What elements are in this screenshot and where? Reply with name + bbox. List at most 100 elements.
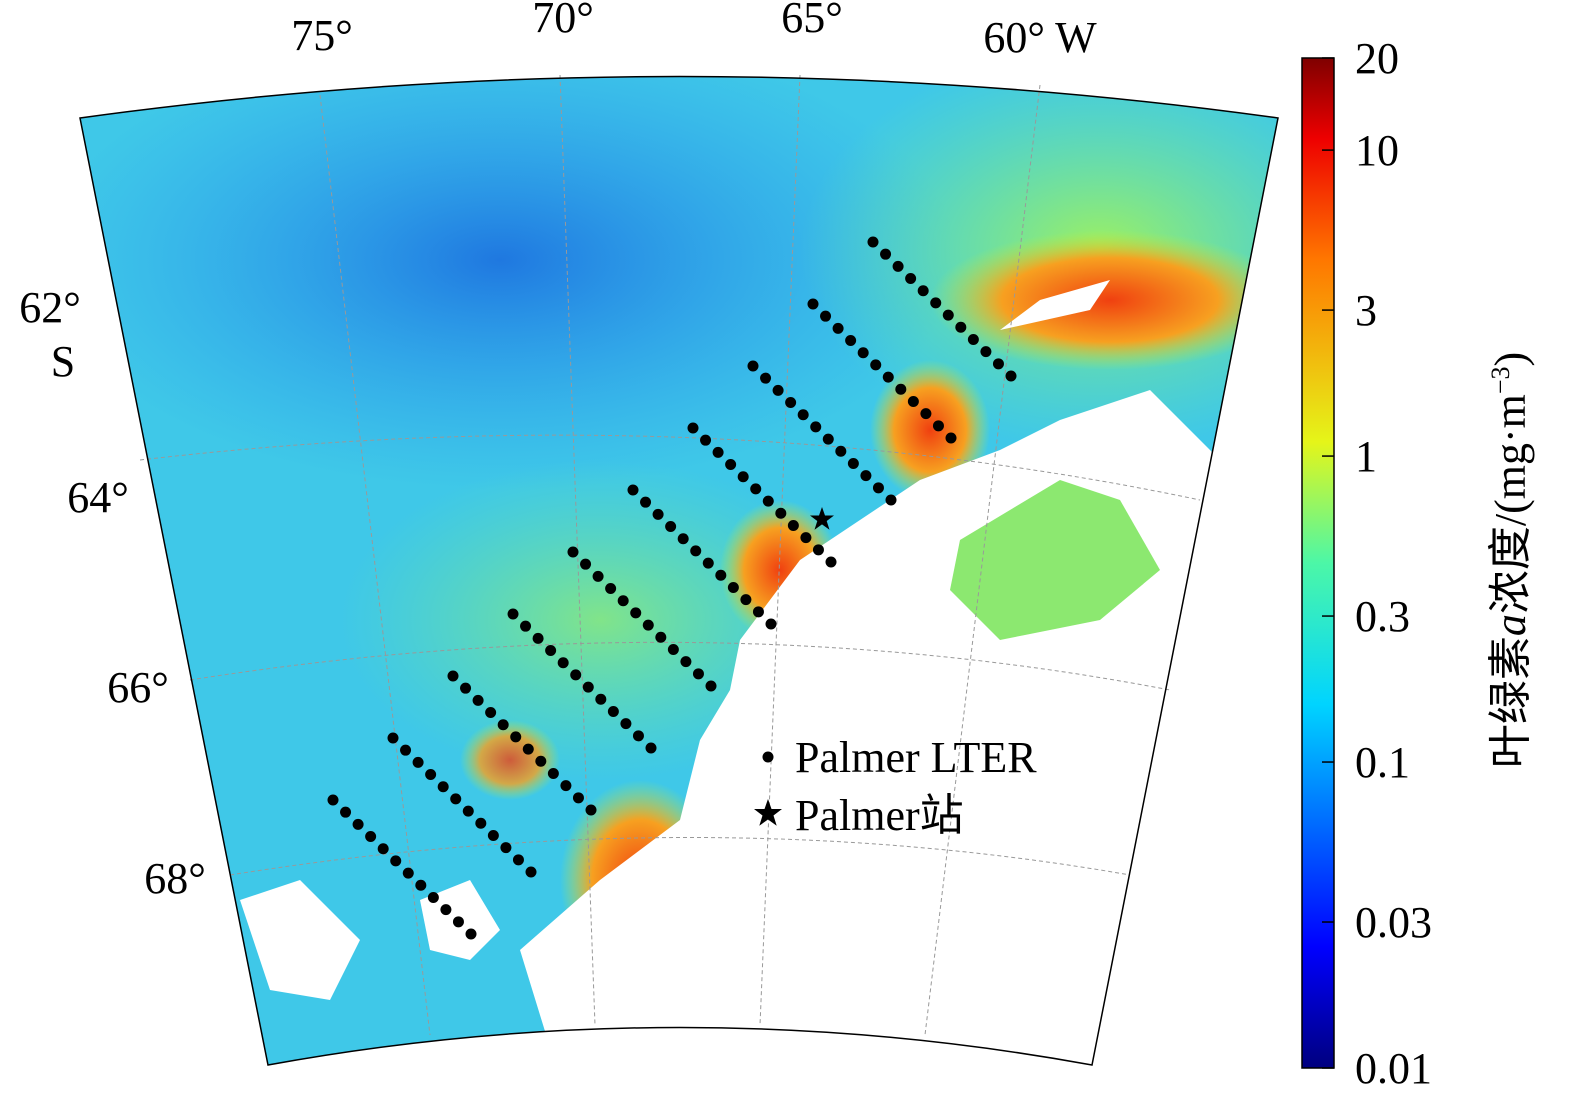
colorbar-tick-label: 0.01 [1355,1044,1432,1093]
station [437,781,449,793]
station [822,433,834,445]
label-part: a [1486,614,1535,636]
station [655,631,667,643]
station [510,731,522,743]
station [737,471,749,483]
colorbar-tick-label: 0.1 [1355,738,1410,787]
station [992,358,1004,370]
station [820,310,832,322]
station [760,372,772,384]
station [570,669,582,681]
lat-label: 66° [107,663,169,712]
station [400,744,412,756]
station [472,694,484,706]
station [880,248,892,260]
station [690,545,702,557]
station [762,495,774,507]
station [725,459,737,471]
station [665,521,677,533]
lat-label: 62° [19,283,81,332]
station [352,818,364,830]
lat-label: S [51,337,75,386]
lon-label: 65° [781,0,843,42]
station [465,928,477,940]
station [640,496,652,508]
legend-star [754,799,782,826]
station [872,482,884,494]
station [485,707,497,719]
station [860,470,872,482]
station [895,383,907,395]
colorbar-tick-label: 3 [1355,286,1377,335]
legend-dot [762,751,774,763]
station [930,297,942,309]
station [567,546,579,558]
station [605,583,617,595]
station [772,384,784,396]
colorbar-tick-label: 0.03 [1355,898,1432,947]
colorbar-tick-label: 1 [1355,432,1377,481]
station [427,891,439,903]
station [642,619,654,631]
station [390,855,402,867]
station [810,421,822,433]
station [907,395,919,407]
station [452,916,464,928]
station [857,347,869,359]
station [507,608,519,620]
station [652,508,664,520]
label-part: −3 [1486,367,1515,395]
station [702,557,714,569]
station [955,321,967,333]
station [787,519,799,531]
graticule [139,74,1201,1036]
station [920,408,932,420]
station [440,904,452,916]
station [812,544,824,556]
legend-label: Palmer站 [795,791,964,840]
station [535,755,547,767]
colorbar-axis: 0.01 0.03 0.1 0.3 1 3 10 20 [1322,34,1432,1093]
station [705,680,717,692]
station [885,494,897,506]
station [807,298,819,310]
colorbar-tick-label: 0.3 [1355,592,1410,641]
station [740,594,752,606]
station [835,445,847,457]
station [715,569,727,581]
station [630,607,642,619]
station [545,645,557,657]
station [945,432,957,444]
station [700,434,712,446]
station [402,867,414,879]
station [1005,370,1017,382]
station [687,422,699,434]
station [475,817,487,829]
station [847,457,859,469]
station [932,420,944,432]
station [580,558,592,570]
station [620,718,632,730]
station [582,681,594,693]
station [412,756,424,768]
colorbar-tick-label: 10 [1355,126,1399,175]
lat-label: 68° [144,854,206,903]
station [377,843,389,855]
station [882,371,894,383]
station [460,682,472,694]
station [632,730,644,742]
station [607,705,619,717]
station [450,793,462,805]
station [595,693,607,705]
station [617,595,629,607]
station [425,769,437,781]
station [967,333,979,345]
colorbar [1301,57,1335,1069]
station [727,581,739,593]
station [572,792,584,804]
lon-label: 60° W [983,13,1097,62]
station [462,805,474,817]
station [557,657,569,669]
station [752,606,764,618]
